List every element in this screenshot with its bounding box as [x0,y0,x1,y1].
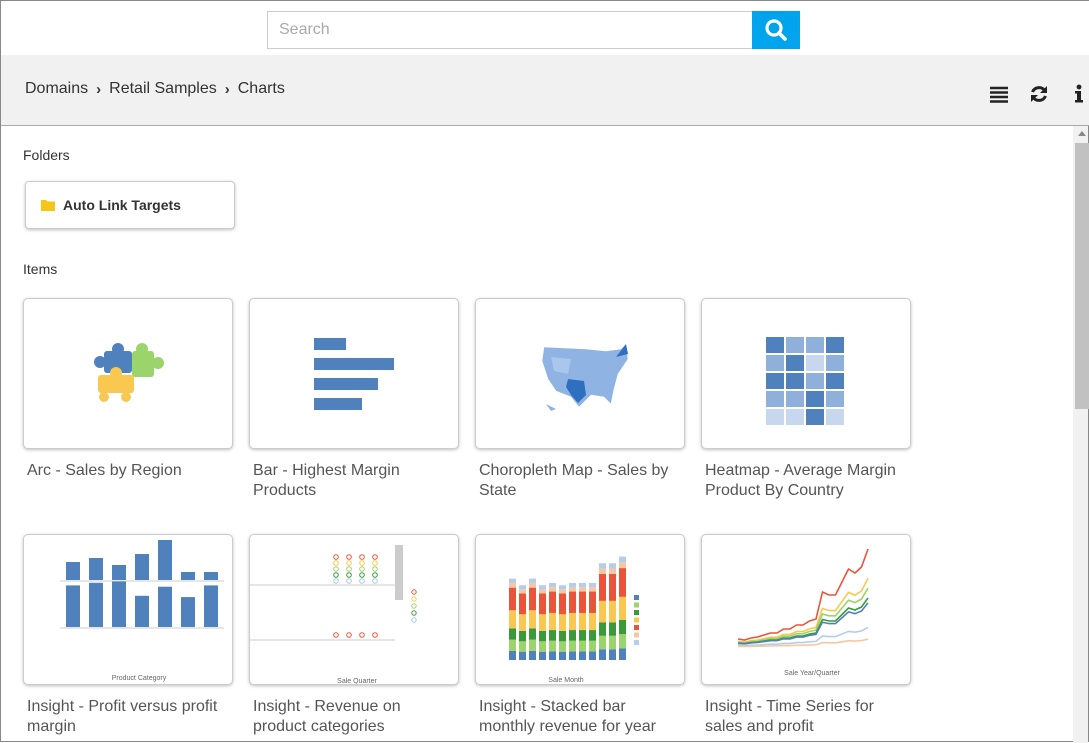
item-label[interactable]: Insight - Profit versus profit margin [27,698,218,735]
item-card-thumbnail[interactable]: Sale Quarter [249,534,459,685]
breadcrumb-charts: Charts [237,80,285,97]
item-card-thumbnail[interactable]: Sale Month [475,534,685,685]
item-label[interactable]: Insight - Time Series for sales and prof… [705,698,874,735]
item-card-thumbnail[interactable] [23,298,233,449]
thumb-axis-label: Product Category [112,675,167,682]
search-icon [765,19,787,41]
item-card-thumbnail[interactable] [475,298,685,449]
item-label[interactable]: Heatmap - Average Margin Product By Coun… [705,462,896,499]
chevron-right-icon: › [96,80,102,98]
breadcrumb-bar: Domains › Retail Samples › Charts [1,55,1089,126]
thumb-axis-label: Sale Quarter [337,678,377,685]
item-card-thumbnail[interactable] [701,298,911,449]
info-icon [1075,84,1083,103]
scrollbar-thumb[interactable] [1075,143,1089,409]
folder-auto-link-targets[interactable]: Auto Link Targets [25,181,235,229]
list-icon [990,86,1008,103]
refresh-icon [1031,86,1047,102]
folders-heading: Folders [23,147,70,163]
thumb-axis-label: Sale Month [548,677,584,684]
item-label[interactable]: Insight - Revenue on product categories [253,698,401,735]
content-area: Folders Auto Link Targets Items Arc - Sa… [1,126,1075,743]
refresh-button[interactable] [1028,83,1050,105]
breadcrumb-retail-samples[interactable]: Retail Samples [109,80,217,97]
info-button[interactable] [1068,83,1089,105]
item-label[interactable]: Insight - Stacked bar monthly revenue fo… [479,698,656,735]
item-label[interactable]: Bar - Highest Margin Products [253,462,400,499]
items-heading: Items [23,261,58,277]
breadcrumb: Domains › Retail Samples › Charts [25,80,285,98]
item-card-thumbnail[interactable]: Sale Year/Quarter [701,534,911,685]
item-label[interactable]: Choropleth Map - Sales by State [479,462,669,499]
search-button[interactable] [752,11,800,49]
item-card-thumbnail[interactable] [249,298,459,449]
item-label[interactable]: Arc - Sales by Region [27,462,182,479]
list-view-button[interactable] [988,83,1010,105]
thumb-axis-label: Sale Year/Quarter [784,670,840,677]
folder-label: Auto Link Targets [63,197,181,213]
search-input[interactable] [267,11,752,49]
item-card-thumbnail[interactable]: Product Category [23,534,233,685]
scroll-up-icon[interactable] [1078,131,1086,136]
folder-icon [41,200,55,211]
breadcrumb-domains[interactable]: Domains [25,80,89,97]
chevron-right-icon: › [224,80,230,98]
top-bar [1,1,1089,55]
